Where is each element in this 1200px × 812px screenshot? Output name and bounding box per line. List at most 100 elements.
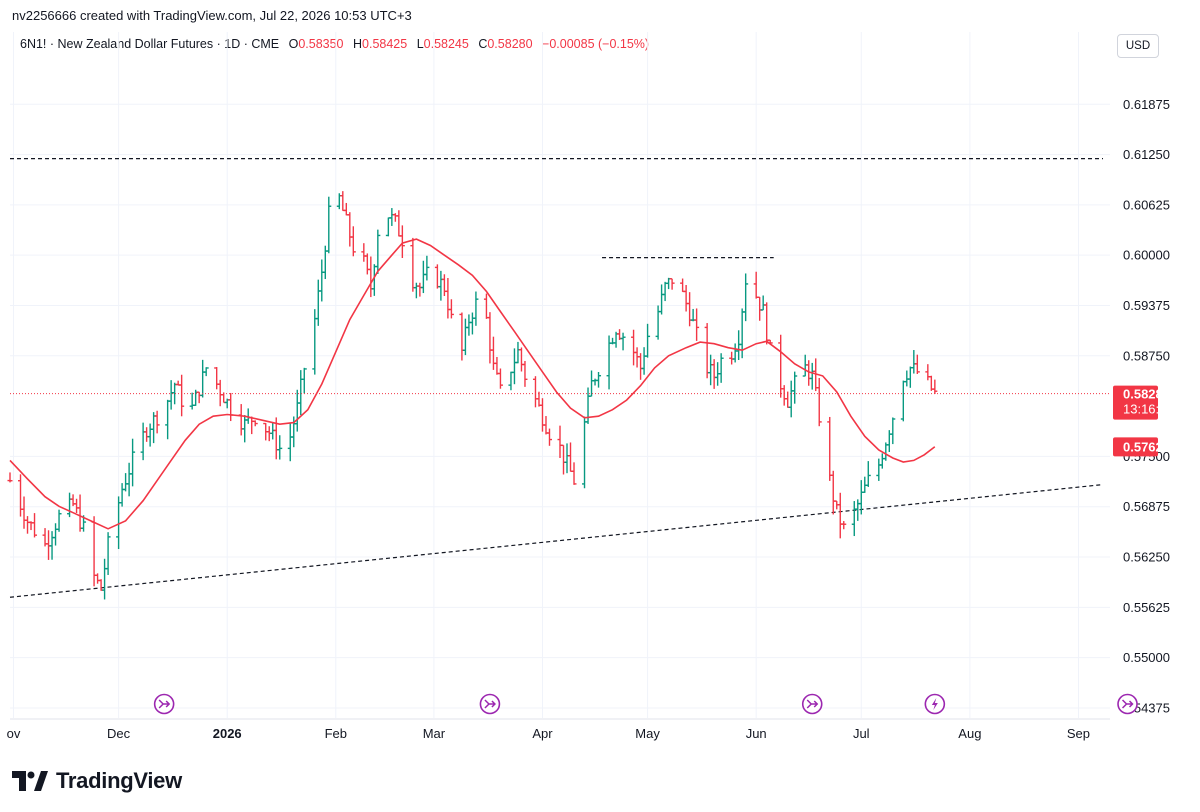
- x-tick-label: ov: [7, 726, 21, 741]
- ohlc-bar: [448, 299, 454, 319]
- ohlc-bar: [119, 483, 125, 507]
- ohlc-bar: [666, 277, 672, 290]
- change-value: −0.00085 (−0.15%): [542, 37, 650, 51]
- moving-average: [9, 238, 936, 530]
- ohlc-bar: [53, 523, 59, 546]
- ohlc-bar: [294, 389, 300, 432]
- tradingview-logo[interactable]: TradingView: [12, 768, 182, 794]
- ohlc-bar: [77, 494, 83, 532]
- ohlc-bar: [410, 237, 416, 292]
- ohlc-bar: [907, 366, 913, 388]
- x-tick-label: Mar: [423, 726, 446, 741]
- ohlc-bar: [764, 302, 770, 345]
- ohlc-bar: [326, 196, 332, 254]
- ohlc-bar: [596, 371, 602, 388]
- ohlc-bar: [438, 270, 444, 301]
- forward-arrow-icon[interactable]: [801, 693, 823, 715]
- ohlc-bar: [743, 273, 749, 322]
- ohlc-bar: [214, 367, 220, 390]
- ohlc-bar: [539, 398, 545, 432]
- tradingview-logo-icon: [12, 771, 48, 791]
- y-tick-label: 0.55625: [1123, 600, 1170, 615]
- ohlc-bar: [445, 278, 451, 319]
- ohlc-bar: [462, 318, 468, 356]
- ohlc-bar: [792, 371, 798, 404]
- x-tick-label: Jun: [746, 726, 767, 741]
- ohlc-bar: [340, 191, 346, 212]
- ohlc-bar: [301, 367, 307, 394]
- ohlc-bar: [319, 259, 325, 302]
- ohlc-bar: [18, 474, 24, 517]
- ohlc-bars: [7, 191, 938, 600]
- forward-arrow-icon[interactable]: [1117, 693, 1138, 715]
- ohlc-bar: [473, 291, 479, 326]
- ohlc-bar: [217, 379, 223, 407]
- ohlc-bar: [469, 312, 475, 335]
- ohlc-bar: [361, 243, 367, 262]
- forward-arrow-icon[interactable]: [479, 693, 501, 715]
- ohlc-bar: [518, 347, 524, 372]
- forward-arrow-icon[interactable]: [153, 693, 175, 715]
- ohlc-bar: [126, 462, 132, 497]
- ohlc-bar: [543, 416, 549, 435]
- ohlc-bar: [732, 343, 738, 363]
- x-tick-label: Jul: [853, 726, 870, 741]
- ohlc-bar: [7, 472, 13, 483]
- x-tick-label: Feb: [325, 726, 347, 741]
- x-tick-label: Sep: [1067, 726, 1090, 741]
- ohlc-bar: [46, 530, 52, 560]
- ohlc-bar: [168, 380, 174, 410]
- ohlc-bar: [932, 379, 938, 395]
- close-label: C: [478, 37, 488, 51]
- ohlc-bar: [757, 296, 763, 321]
- last-price-label-bg: [1113, 385, 1158, 420]
- ohlc-bar: [494, 356, 500, 375]
- y-tick-label: 0.60000: [1123, 248, 1170, 263]
- ohlc-bar: [347, 212, 353, 247]
- symbol-legend: 6N1! · New Zealand Dollar Futures · 1D ·…: [20, 37, 655, 51]
- ohlc-bar: [25, 516, 31, 534]
- ohlc-bar: [49, 531, 55, 560]
- ohlc-bar: [368, 256, 374, 298]
- ohlc-bar: [102, 558, 108, 600]
- ohlc-bar: [645, 323, 651, 358]
- ohlc-bar: [830, 470, 836, 515]
- forward-arrow-glyph: [158, 699, 171, 709]
- ma-value-label: 0.57624: [1113, 437, 1171, 457]
- lightning-icon[interactable]: [924, 693, 946, 715]
- y-tick-label: 0.59375: [1123, 298, 1170, 313]
- ohlc-bar: [564, 443, 570, 474]
- ohlc-bar: [189, 392, 195, 410]
- ohlc-bar: [508, 371, 514, 391]
- ohlc-bar: [669, 278, 675, 290]
- forward-arrow-glyph: [806, 699, 819, 709]
- currency-button[interactable]: USD: [1117, 34, 1159, 58]
- ohlc-bar: [781, 385, 787, 406]
- forward-arrow-glyph: [484, 699, 496, 709]
- symbol-title[interactable]: 6N1! · New Zealand Dollar Futures · 1D ·…: [20, 37, 280, 51]
- ohlc-bar: [434, 264, 440, 289]
- ohlc-bar: [767, 339, 773, 344]
- grid: [10, 32, 1110, 720]
- ohlc-bar: [228, 392, 234, 422]
- ohlc-bar: [123, 473, 129, 492]
- ohlc-bar: [385, 217, 391, 237]
- ohlc-bar: [130, 438, 136, 487]
- ohlc-bar: [683, 285, 689, 312]
- ohlc-bar: [571, 462, 577, 485]
- ohlc-bar: [151, 412, 157, 444]
- ohlc-bar: [532, 376, 538, 408]
- last-price-label-value: 0.58280: [1123, 387, 1170, 402]
- forward-arrow-glyph: [1121, 699, 1134, 709]
- ohlc-bar: [582, 416, 588, 489]
- ohlc-bar: [466, 314, 472, 336]
- ohlc-bar: [827, 416, 833, 481]
- ohlc-bar: [203, 367, 209, 377]
- time-axis[interactable]: ov Dec 2026 Feb Mar Apr May Jun Jul Aug Sep: [7, 726, 1090, 741]
- trendlines: [9, 157, 1104, 598]
- ohlc-bar: [585, 387, 591, 424]
- ohlc-bar: [760, 295, 766, 311]
- ohlc-bar: [420, 260, 426, 294]
- ohlc-bar: [424, 255, 430, 281]
